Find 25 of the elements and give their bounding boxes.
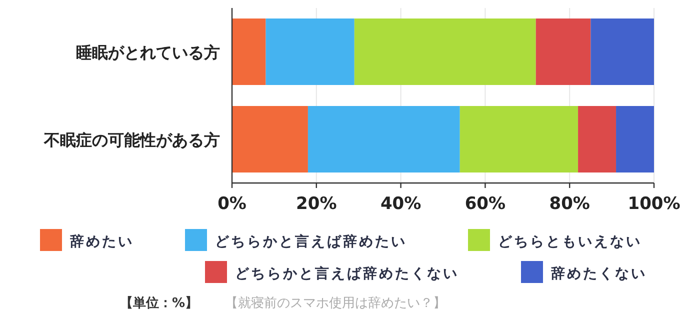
bar xyxy=(460,106,578,172)
bar xyxy=(354,18,536,85)
bar xyxy=(232,106,308,172)
legend-label: 辞めたい xyxy=(69,233,134,250)
text: 【単位：%】 xyxy=(120,295,198,311)
bar xyxy=(266,18,354,85)
x-tick-label: 100% xyxy=(628,194,680,214)
bar xyxy=(578,106,616,172)
text: 【就寝前のスマホ使用は辞めたい？】 xyxy=(225,296,446,311)
bar xyxy=(232,18,266,85)
bar xyxy=(536,18,591,85)
legend-label: どちらかと言えば辞めたくない xyxy=(235,265,459,282)
x-tick-label: 0% xyxy=(218,194,246,214)
y-tick-label: 睡眠がとれている方 xyxy=(76,42,220,62)
x-tick-label: 80% xyxy=(549,194,590,214)
x-tick-label: 40% xyxy=(380,194,422,214)
legend-label: どちらともいえない xyxy=(498,234,642,250)
x-tick-label: 60% xyxy=(464,194,506,214)
x-tick-label: 20% xyxy=(296,194,337,214)
y-tick-label: 不眠症の可能性がある方 xyxy=(43,130,220,150)
legend-label: どちらかと言えば辞めたい xyxy=(215,233,407,250)
bar xyxy=(308,106,460,172)
legend-label: 辞めたくない xyxy=(550,265,647,282)
bar xyxy=(590,18,654,85)
bar xyxy=(616,106,654,172)
